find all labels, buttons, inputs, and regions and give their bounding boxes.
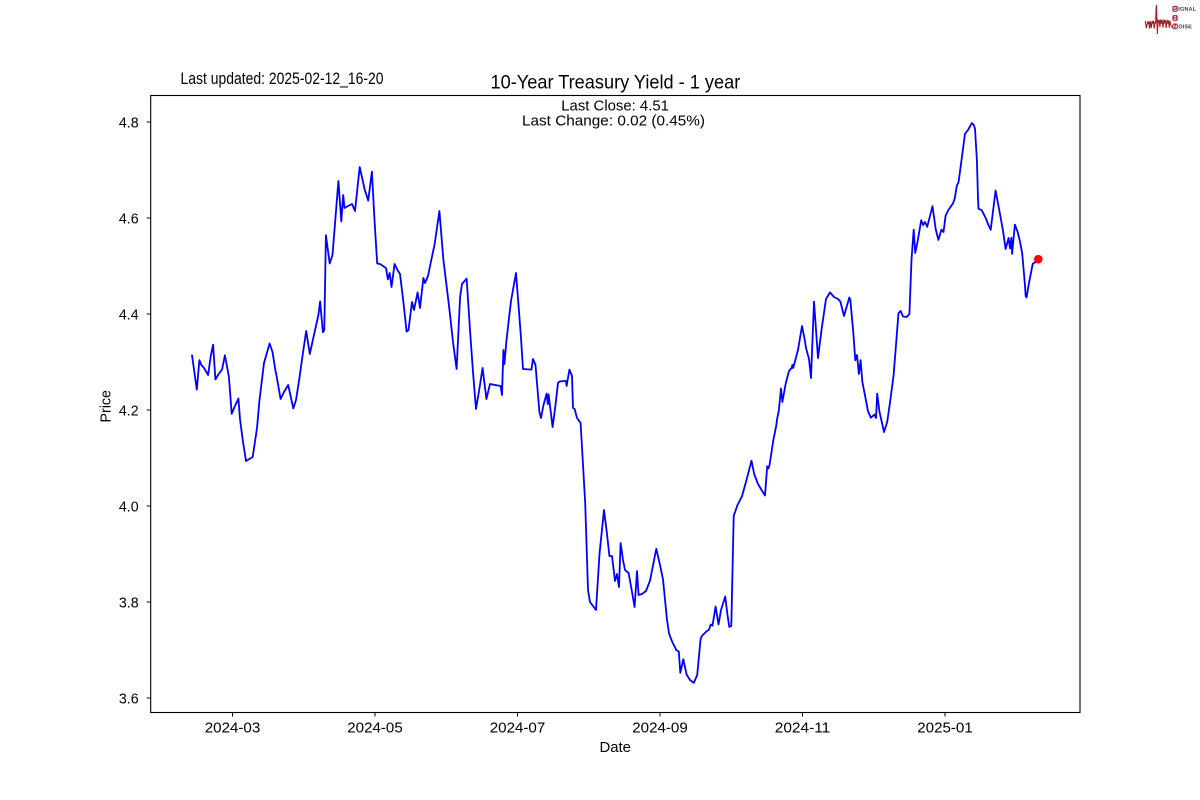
svg-text:Last Close: 4.51: Last Close: 4.51 [561, 99, 669, 115]
svg-text:3.6: 3.6 [119, 692, 139, 708]
svg-text:4.4: 4.4 [119, 308, 139, 324]
svg-text:4.2: 4.2 [119, 404, 139, 420]
svg-text:Last updated: 2025-02-12_16-20: Last updated: 2025-02-12_16-20 [181, 70, 384, 88]
svg-text:Price: Price [98, 390, 115, 422]
svg-text:3.8: 3.8 [119, 596, 139, 612]
svg-text:10-Year Treasury Yield - 1 yea: 10-Year Treasury Yield - 1 year [491, 71, 741, 93]
svg-text:4.0: 4.0 [119, 500, 139, 516]
svg-text:Last Change: 0.02 (0.45%): Last Change: 0.02 (0.45%) [522, 114, 705, 130]
svg-text:4.8: 4.8 [119, 116, 139, 132]
svg-text:4.6: 4.6 [119, 212, 139, 228]
svg-text:2024-07: 2024-07 [490, 720, 546, 736]
svg-text:2024-05: 2024-05 [347, 720, 403, 736]
svg-text:2024-09: 2024-09 [632, 720, 688, 736]
svg-text:2024-03: 2024-03 [205, 720, 261, 736]
svg-text:Date: Date [599, 739, 631, 756]
svg-text:2025-01: 2025-01 [917, 720, 973, 736]
svg-text:2024-11: 2024-11 [775, 720, 831, 736]
